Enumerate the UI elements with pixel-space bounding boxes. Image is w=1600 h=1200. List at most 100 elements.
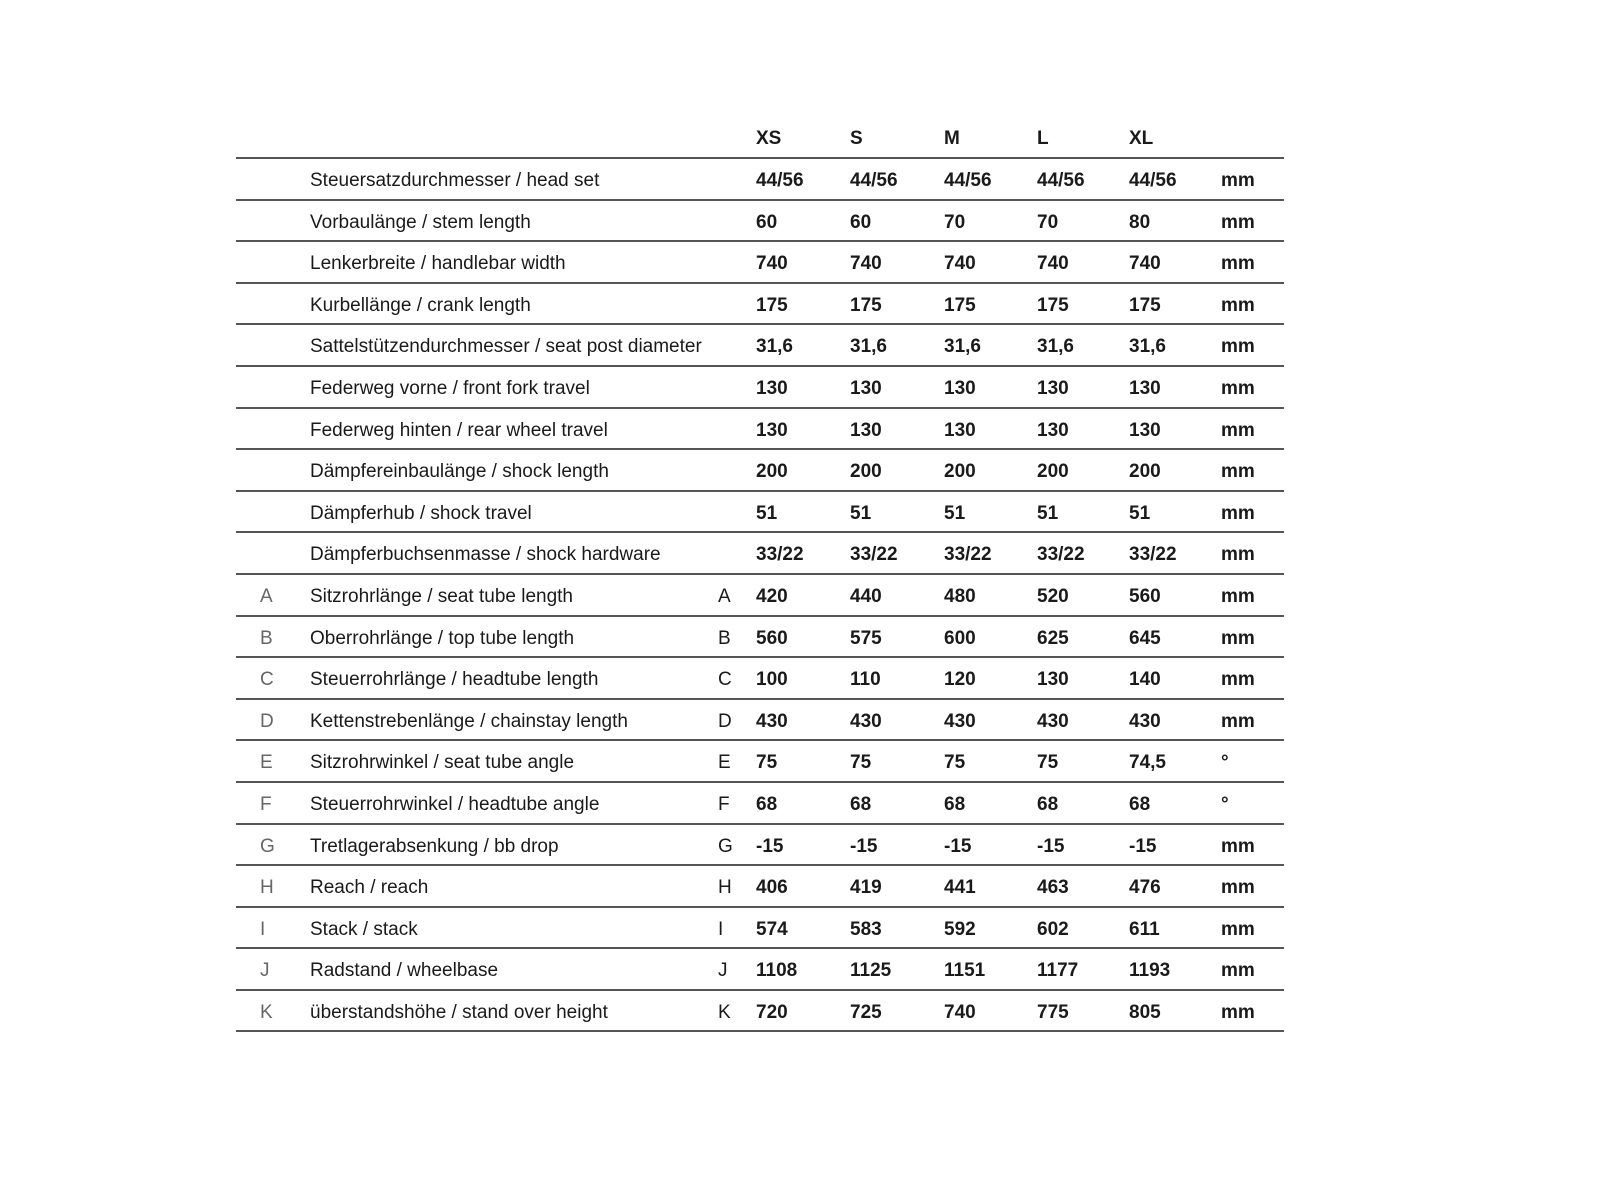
table-row: Sattelstützendurchmesser / seat post dia…: [236, 325, 1284, 367]
row-label: Oberrohrlänge / top tube length: [310, 627, 575, 649]
cell-value-l: 602: [1037, 918, 1069, 940]
row-unit: mm: [1221, 211, 1255, 233]
cell-value-s: -15: [850, 835, 878, 857]
cell-value-m: 441: [944, 877, 976, 899]
row-unit: mm: [1221, 835, 1255, 857]
cell-value-m: 44/56: [944, 170, 992, 191]
table-row: E Sitzrohrwinkel / seat tube angle E 75 75 75…: [236, 741, 1284, 783]
row-unit: mm: [1221, 918, 1255, 940]
row-label: Kettenstrebenlänge / chainstay length: [310, 710, 628, 732]
row-letter: B: [260, 627, 273, 649]
table-row: G Tretlagerabsenkung / bb drop G -15 -15 -15 -…: [236, 825, 1284, 867]
row-letter-ref: K: [718, 1001, 731, 1023]
cell-value-xs: 60: [756, 211, 778, 233]
cell-value-l: 1177: [1037, 960, 1079, 982]
cell-value-m: 200: [944, 461, 976, 483]
cell-value-l: 68: [1037, 793, 1059, 815]
row-label: Dämpferhub / shock travel: [310, 502, 532, 524]
row-letter: J: [260, 960, 270, 982]
row-unit: mm: [1221, 253, 1255, 275]
cell-value-s: 1125: [850, 960, 892, 982]
row-label: Lenkerbreite / handlebar width: [310, 253, 566, 275]
table-row: D Kettenstrebenlänge / chainstay length D 4…: [236, 700, 1284, 742]
cell-value-s: 68: [850, 793, 872, 815]
row-letter-ref: G: [718, 835, 733, 857]
cell-value-xl: 140: [1129, 669, 1161, 691]
table-row: C Steuerrohrlänge / headtube length C 100 11…: [236, 658, 1284, 700]
row-letter-ref: D: [718, 710, 732, 732]
row-unit: mm: [1221, 544, 1255, 566]
cell-value-m: 70: [944, 211, 966, 233]
size-header-m: M: [944, 128, 960, 149]
cell-value-xl: 805: [1129, 1001, 1161, 1023]
row-label: Kurbellänge / crank length: [310, 294, 531, 316]
cell-value-m: 68: [944, 793, 966, 815]
cell-value-xl: 74,5: [1129, 752, 1166, 774]
cell-value-s: 110: [850, 669, 881, 691]
row-letter: E: [260, 752, 273, 774]
row-label: Federweg hinten / rear wheel travel: [310, 419, 608, 441]
row-letter: G: [260, 835, 275, 857]
cell-value-xs: 430: [756, 710, 788, 732]
cell-value-m: 740: [944, 253, 976, 275]
cell-value-xl: 611: [1129, 918, 1160, 940]
cell-value-s: 740: [850, 253, 882, 275]
cell-value-m: 1151: [944, 960, 986, 982]
cell-value-xl: 68: [1129, 793, 1151, 815]
cell-value-xl: 175: [1129, 294, 1161, 316]
table-row: Dämpferbuchsenmasse / shock hardware 33/2…: [236, 533, 1284, 575]
cell-value-xs: 1108: [756, 960, 798, 982]
cell-value-l: 463: [1037, 877, 1069, 899]
table-row: Dämpferhub / shock travel 51 51 51 51 51 mm: [236, 492, 1284, 534]
row-label: Federweg vorne / front fork travel: [310, 377, 590, 399]
cell-value-l: 70: [1037, 211, 1059, 233]
cell-value-s: 60: [850, 211, 872, 233]
cell-value-s: 575: [850, 627, 882, 649]
row-unit: mm: [1221, 877, 1255, 899]
cell-value-l: 33/22: [1037, 544, 1085, 566]
cell-value-s: 130: [850, 377, 882, 399]
cell-value-m: 31,6: [944, 336, 981, 358]
cell-value-m: 130: [944, 377, 976, 399]
row-label: Sattelstützendurchmesser / seat post dia…: [310, 336, 702, 358]
cell-value-l: -15: [1037, 835, 1065, 857]
cell-value-s: 419: [850, 877, 882, 899]
row-letter: C: [260, 669, 274, 691]
cell-value-m: 175: [944, 294, 976, 316]
cell-value-l: 75: [1037, 752, 1059, 774]
row-label: Steuersatzdurchmesser / head set: [310, 170, 600, 191]
cell-value-xl: 31,6: [1129, 336, 1166, 358]
row-label: überstandshöhe / stand over height: [310, 1001, 608, 1023]
cell-value-xs: 130: [756, 377, 788, 399]
cell-value-m: 592: [944, 918, 976, 940]
cell-value-s: 440: [850, 585, 882, 607]
row-letter: F: [260, 793, 272, 815]
cell-value-l: 130: [1037, 669, 1069, 691]
table-row: Kurbellänge / crank length 175 175 175 175 17…: [236, 284, 1284, 326]
cell-value-xs: 406: [756, 877, 788, 899]
row-letter-ref: B: [718, 627, 731, 649]
cell-value-l: 175: [1037, 294, 1069, 316]
cell-value-m: 75: [944, 752, 966, 774]
cell-value-m: -15: [944, 835, 972, 857]
cell-value-s: 44/56: [850, 170, 898, 191]
cell-value-xs: -15: [756, 835, 784, 857]
cell-value-xs: 75: [756, 752, 778, 774]
cell-value-xs: 44/56: [756, 170, 804, 191]
row-label: Dämpferbuchsenmasse / shock hardware: [310, 544, 661, 566]
row-unit: mm: [1221, 627, 1255, 649]
cell-value-m: 33/22: [944, 544, 992, 566]
table-row: B Oberrohrlänge / top tube length B 560 575 6…: [236, 617, 1284, 659]
cell-value-s: 75: [850, 752, 872, 774]
cell-value-s: 430: [850, 710, 882, 732]
cell-value-xl: -15: [1129, 835, 1157, 857]
row-letter-ref: J: [718, 960, 728, 982]
cell-value-m: 120: [944, 669, 976, 691]
cell-value-s: 725: [850, 1001, 882, 1023]
cell-value-l: 520: [1037, 585, 1069, 607]
cell-value-l: 625: [1037, 627, 1069, 649]
cell-value-l: 51: [1037, 502, 1059, 524]
cell-value-s: 51: [850, 502, 872, 524]
cell-value-m: 51: [944, 502, 966, 524]
row-unit: mm: [1221, 960, 1255, 982]
